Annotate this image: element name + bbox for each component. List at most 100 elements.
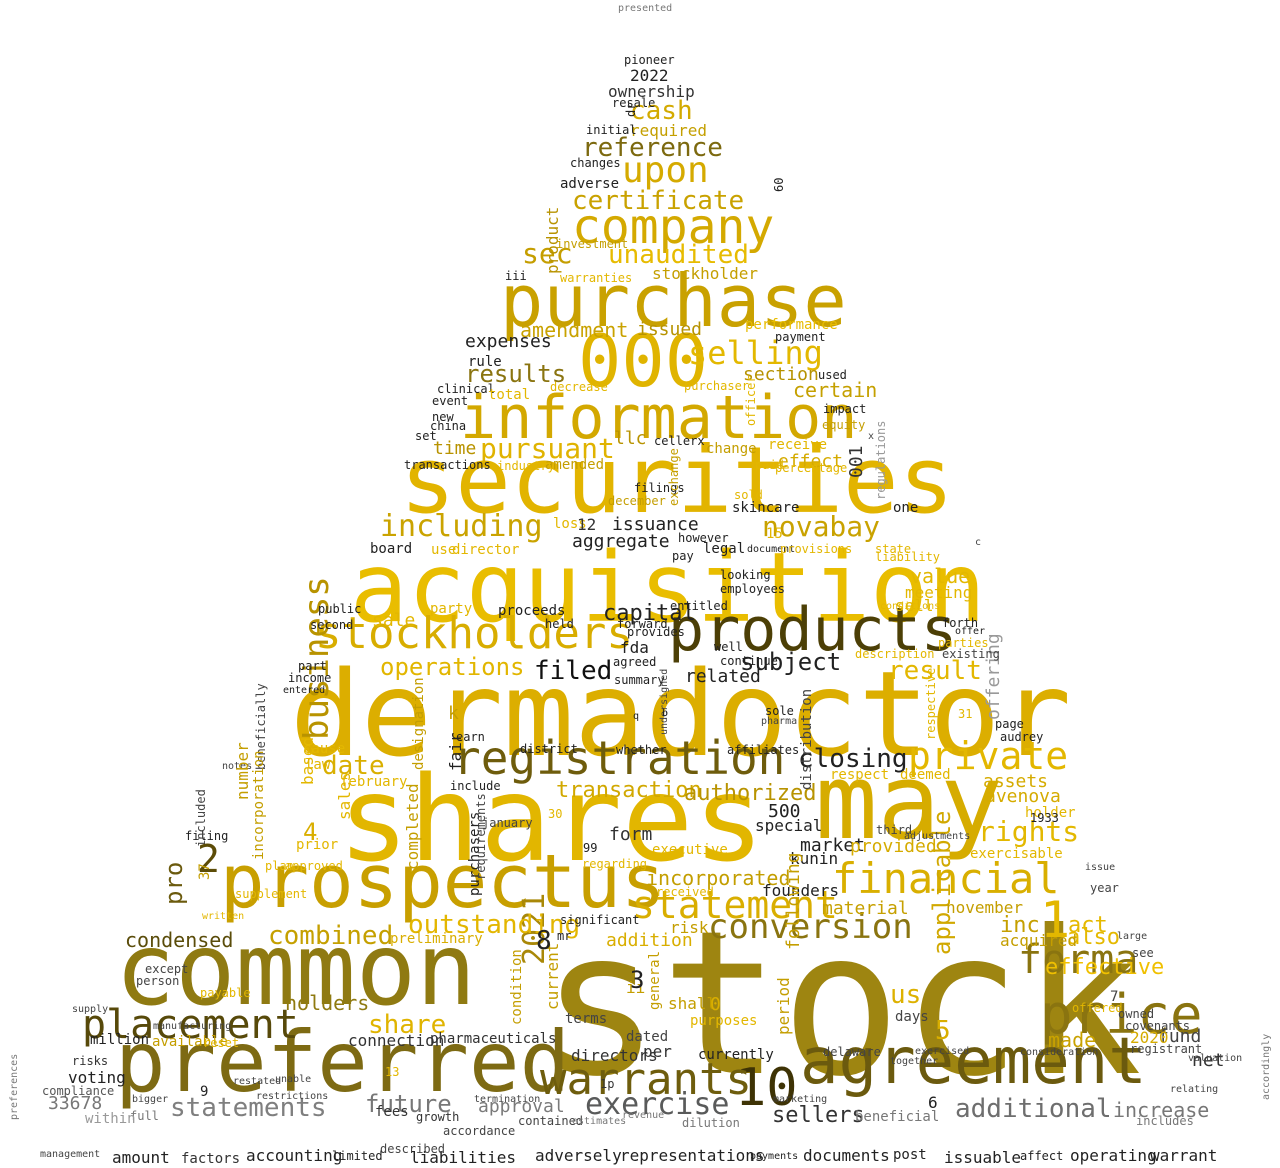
- cloud-word-net: net: [1192, 1050, 1225, 1071]
- cloud-word-filings: filings: [634, 481, 685, 495]
- cloud-word-q: q: [633, 711, 640, 722]
- cloud-word-person: person: [136, 974, 180, 988]
- cloud-word-subject: subject: [740, 648, 842, 676]
- cloud-word-pioneer: pioneer: [624, 53, 675, 67]
- cloud-word-directors: directors: [571, 1046, 658, 1065]
- cloud-word-limited: limited: [332, 1149, 383, 1163]
- cloud-word-december: december: [608, 494, 666, 508]
- cloud-word-stock: stock: [540, 888, 1143, 1121]
- cloud-word-connection: connection: [348, 1031, 445, 1050]
- cloud-word-delaware: delaware: [823, 1045, 881, 1059]
- cloud-word-marketing: marketing: [773, 1094, 828, 1105]
- cloud-word-post: post: [893, 1147, 927, 1163]
- cloud-word-risks: risks: [72, 1054, 109, 1068]
- cloud-word-restated: restated: [233, 1076, 282, 1087]
- cloud-word-selling: selling: [688, 334, 823, 372]
- cloud-word-risk: risk: [670, 918, 709, 937]
- cloud-word-future: future: [365, 1090, 452, 1118]
- cloud-word-investment: investment: [556, 237, 629, 251]
- cloud-word-termination: termination: [474, 1094, 541, 1105]
- cloud-word-earn: earn: [456, 730, 485, 744]
- cloud-word-results: results: [465, 360, 567, 388]
- cloud-word-reset: reset: [203, 1036, 240, 1050]
- cloud-word-registrant: registrant: [1130, 1042, 1203, 1056]
- cloud-word-unable: unable: [275, 1074, 312, 1085]
- cloud-word-6: 6: [928, 1093, 938, 1112]
- cloud-word-set: set: [415, 429, 437, 443]
- cloud-word-financial: financial: [832, 854, 1060, 903]
- cloud-word-bigger: bigger: [132, 1094, 169, 1105]
- cloud-word-public: public: [318, 602, 362, 616]
- cloud-word-7: 7: [1110, 989, 1119, 1005]
- cloud-word-november: november: [946, 898, 1024, 917]
- cloud-word-expenses: expenses: [465, 331, 552, 352]
- cloud-word-notes: notes: [222, 761, 253, 772]
- cloud-word-including: including: [380, 509, 543, 544]
- cloud-word-agreed: agreed: [613, 655, 657, 669]
- cloud-word-000: 000: [578, 319, 709, 403]
- cloud-word-described: described: [380, 1142, 446, 1156]
- cloud-word-common: common: [115, 911, 477, 1028]
- cloud-word-executive: executive: [652, 842, 728, 858]
- cloud-word-sole: sole: [765, 704, 794, 718]
- cloud-word-entered: entered: [283, 685, 326, 696]
- cloud-word-rights: rights: [978, 815, 1080, 848]
- cloud-word-equity: equity: [822, 418, 866, 432]
- cloud-word-following: following: [783, 852, 804, 950]
- cloud-word-3: 3: [630, 966, 645, 994]
- cloud-word-value: value: [910, 564, 971, 588]
- cloud-word-approved: approved: [285, 859, 343, 873]
- cloud-word-currently: currently: [698, 1047, 774, 1063]
- cloud-word-form: form: [609, 824, 653, 845]
- cloud-word-2020: 2020: [1130, 1028, 1169, 1047]
- cloud-word-payments: payments: [750, 1151, 799, 1162]
- cloud-word-summary: summary: [614, 673, 665, 687]
- cloud-word-information: information: [460, 383, 858, 453]
- cloud-word-preferences: preferences: [9, 1053, 20, 1120]
- cloud-word-liability: liability: [875, 550, 941, 564]
- cloud-word-accounting: accounting: [246, 1146, 343, 1165]
- cloud-word-acquired: acquired: [1000, 931, 1078, 950]
- cloud-word-amendment: amendment: [520, 318, 629, 342]
- cloud-word-part: part: [298, 659, 327, 673]
- cloud-word-pay: pay: [672, 549, 694, 563]
- cloud-word-inc: inc: [1000, 913, 1040, 938]
- cloud-word-one: one: [893, 500, 919, 516]
- cloud-word-issuable: issuable: [944, 1148, 1022, 1167]
- cloud-word-1p: 1p: [600, 1077, 615, 1091]
- cloud-word-sales: sales: [335, 771, 354, 820]
- cloud-word-k: k: [448, 703, 459, 724]
- cloud-word-regulations: regulations: [874, 420, 888, 500]
- cloud-word-result: result: [888, 656, 982, 686]
- cloud-word-effective: effective: [1045, 955, 1165, 980]
- cloud-word-income: income: [288, 671, 332, 685]
- cloud-word-dermadoctor: dermadoctor: [290, 645, 1072, 783]
- cloud-word-consideration: consideration: [1020, 1047, 1099, 1058]
- cloud-word-documents: documents: [803, 1146, 890, 1165]
- cloud-word-fda: fda: [620, 638, 649, 657]
- cloud-word-issued: issued: [637, 319, 703, 340]
- cloud-word-description: description: [855, 647, 935, 661]
- cloud-word-district: district: [520, 742, 578, 756]
- cloud-word-1: 1: [1040, 891, 1071, 949]
- cloud-word-new: new: [432, 410, 454, 424]
- cloud-word-cause: cause: [303, 741, 346, 757]
- cloud-word-offer: offer: [955, 626, 986, 637]
- cloud-word-us: us: [890, 980, 922, 1010]
- cloud-word-presented: presented: [618, 3, 673, 14]
- cloud-word-condition: condition: [509, 949, 525, 1025]
- cloud-word-however: however: [678, 531, 729, 545]
- cloud-word-upon: upon: [622, 150, 709, 191]
- cloud-word-12: 12: [577, 515, 597, 534]
- cloud-word-resale: resale: [612, 96, 656, 110]
- cloud-word-act: act: [1068, 913, 1108, 938]
- cloud-word-closing: closing: [798, 744, 908, 774]
- cloud-word-payable: payable: [200, 986, 251, 1000]
- cloud-word-warrants: warrants: [540, 1054, 752, 1105]
- cloud-word-15: 15: [766, 526, 783, 542]
- cloud-word-include: include: [450, 779, 501, 793]
- cloud-word-section: section: [743, 364, 819, 385]
- cloud-word-growth: growth: [416, 1110, 460, 1124]
- cloud-word-combined: combined: [268, 921, 394, 951]
